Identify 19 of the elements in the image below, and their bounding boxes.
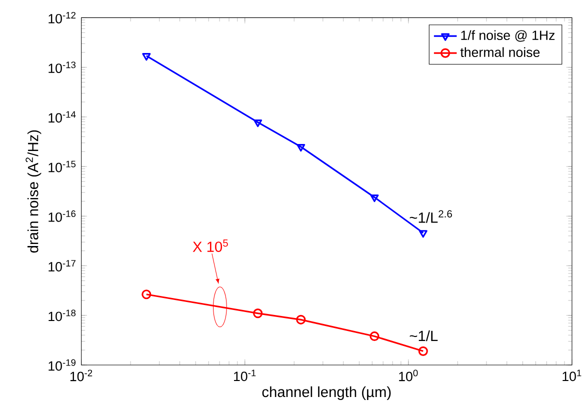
annotation: ~1/L$^{2.6}$: [410, 210, 452, 223]
x-tick-label: 10$^{-2}$: [70, 370, 92, 382]
y-tick-label: 10$^{-18}$: [48, 310, 76, 322]
x-tick-label: 10$^{1}$: [562, 370, 582, 382]
y-tick-label: 10$^{-13}$: [48, 62, 76, 74]
annotation: X 10$^{5}$: [192, 239, 228, 252]
x-axis-title: channel length (µm): [262, 386, 391, 400]
annotation: ~1/L: [410, 330, 438, 342]
y-tick-label: 10$^{-16}$: [48, 210, 76, 222]
y-tick-label: 10$^{-19}$: [48, 359, 76, 371]
y-tick-label: 10$^{-15}$: [48, 160, 76, 172]
legend-label: 1/f noise @ 1Hz: [461, 30, 555, 42]
legend-label: thermal noise: [460, 47, 540, 58]
y-tick-label: 10$^{-14}$: [48, 111, 76, 123]
y-tick-label: 10$^{-17}$: [48, 260, 76, 272]
x-tick-label: 10$^{0}$: [399, 370, 418, 382]
y-tick-label: 10$^{-12}$: [48, 12, 76, 24]
x-tick-label: 10$^{-1}$: [234, 370, 256, 382]
y-axis-title: drain noise (A$^{2}$/Hz): [26, 130, 42, 253]
